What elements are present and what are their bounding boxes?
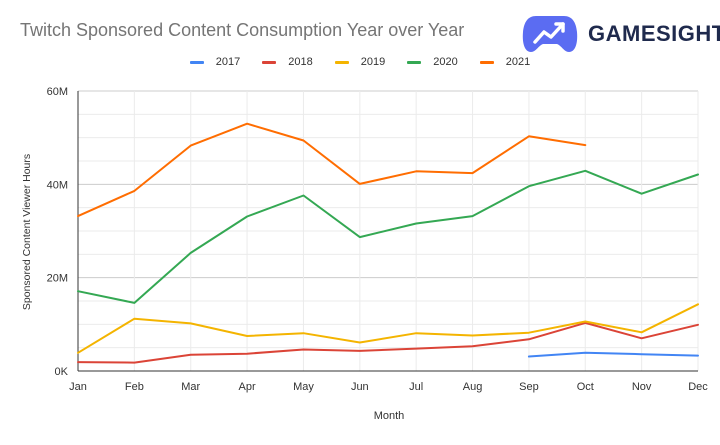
x-tick-label: Dec (688, 381, 708, 393)
x-tick-label: Sep (519, 381, 539, 393)
x-tick-label: Mar (181, 381, 200, 393)
legend-label-2018: 2018 (288, 56, 313, 68)
y-tick-label: 40M (47, 179, 68, 191)
x-axis-title: Month (374, 410, 405, 422)
x-tick-label: Apr (239, 381, 256, 393)
chart-legend: 2017 2018 2019 2020 2021 (0, 56, 720, 68)
legend-swatch-2019 (334, 60, 349, 64)
legend-label-2017: 2017 (215, 56, 241, 68)
legend-item-2017[interactable]: 2017 (189, 56, 241, 68)
gamepad-trend-icon (522, 16, 578, 52)
legend-item-2018[interactable]: 2018 (262, 56, 313, 68)
series-line-2021 (77, 122, 587, 218)
y-tick-label: 20M (47, 273, 68, 285)
x-tick-label: Feb (125, 381, 144, 393)
legend-item-2021[interactable]: 2021 (479, 56, 531, 68)
series-line-2020 (77, 169, 699, 304)
series-lines (77, 122, 699, 364)
axes (77, 91, 698, 372)
legend-swatch-2021 (479, 60, 494, 64)
x-tick-label: Oct (577, 381, 594, 393)
series-line-2017 (527, 351, 699, 358)
series-line-2018 (77, 321, 699, 364)
legend-label-2020: 2020 (433, 56, 458, 68)
legend-item-2020[interactable]: 2020 (407, 56, 458, 68)
legend-label-2021: 2021 (505, 56, 531, 68)
x-tick-label: Jan (69, 381, 87, 393)
x-tick-label: Nov (632, 381, 652, 393)
x-tick-label: Jun (351, 381, 369, 393)
brand-name: GAMESIGHT (588, 21, 720, 46)
tick-labels: 0K 20M 40M 60M Jan Feb Mar Apr May Jun Jul Aug Sep Oc… (47, 86, 709, 393)
gridlines (77, 90, 699, 372)
x-tick-label: May (293, 381, 314, 393)
x-tick-label: Aug (463, 381, 483, 393)
legend-item-2019[interactable]: 2019 (334, 56, 386, 68)
y-tick-label: 0K (55, 366, 69, 378)
y-tick-label: 60M (47, 86, 68, 98)
series-line-2019 (77, 303, 699, 354)
legend-swatch-2020 (407, 60, 422, 64)
x-tick-label: Jul (409, 381, 423, 393)
legend-label-2019: 2019 (360, 56, 386, 68)
legend-swatch-2017 (189, 60, 204, 64)
chart-title: Twitch Sponsored Content Consumption Yea… (20, 20, 465, 40)
brand-logo: GAMESIGHT (522, 12, 720, 56)
y-axis-title: Sponsored Content Viewer Hours (21, 154, 33, 310)
legend-swatch-2018 (262, 60, 277, 64)
